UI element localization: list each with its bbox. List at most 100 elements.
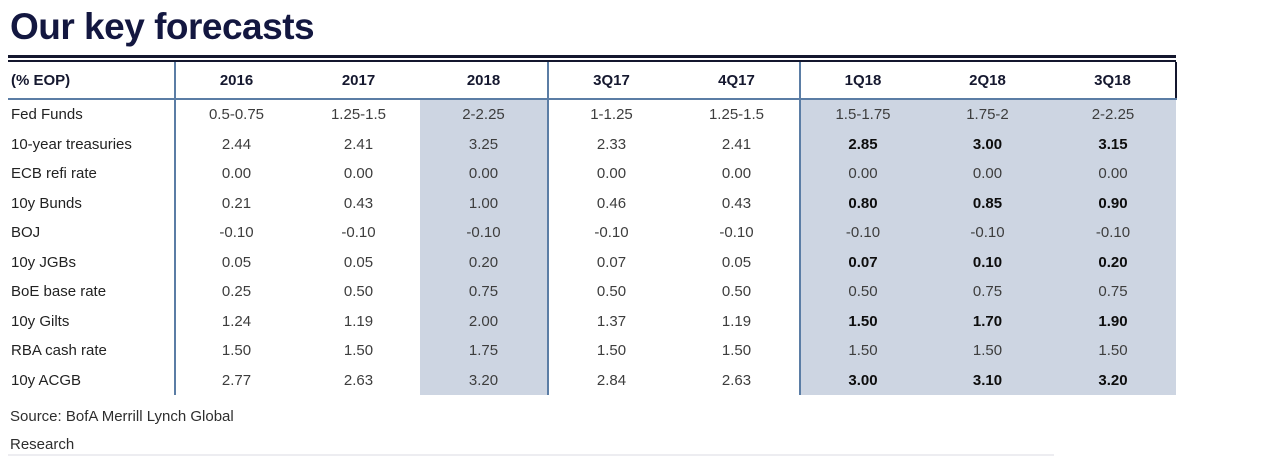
table-cell: 2-2.25 [420, 99, 549, 130]
table-cell: 3.00 [925, 129, 1050, 159]
table-cell: 2.77 [221, 371, 252, 389]
table-cell: 0.50 [800, 277, 925, 307]
table-cell: 2.41 [343, 135, 374, 153]
table-cell: 0.10 [925, 247, 1050, 277]
row-label: BOJ [8, 218, 176, 248]
table-cell: 1.50 [343, 342, 374, 360]
table-cell: 0.75 [1050, 277, 1176, 307]
row-label: BoE base rate [8, 277, 176, 307]
table-cell: 2.41 [674, 129, 801, 159]
page-title: Our key forecasts [10, 6, 315, 47]
table-cell: 1.19 [343, 312, 374, 330]
table-cell: 1.90 [1050, 306, 1176, 336]
table-cell: -0.10 [219, 224, 254, 242]
table-cell: 0.50 [596, 283, 627, 301]
bottom-divider [8, 454, 1054, 456]
table-cell: 2.84 [596, 371, 627, 389]
table-cell: -0.10 [674, 218, 801, 248]
table-cell: -0.10 [800, 218, 925, 248]
table-cell: 2.44 [221, 135, 252, 153]
table-cell: 1.50 [1050, 336, 1176, 366]
table-cell: 3.00 [800, 365, 925, 395]
table-row: Fed Funds 0.5-0.75 1.25-1.5 2-2.25 1-1.25 1.2… [8, 99, 1176, 130]
table-row: 10-year treasuries 2.44 2.41 3.25 2.33 2.41 2.… [8, 129, 1176, 159]
table-row: ECB refi rate 0.00 0.00 0.00 0.00 0.00 0.00 0.0… [8, 159, 1176, 189]
table-cell: 1.00 [420, 188, 549, 218]
table-header-row: (% EOP) 2016 2017 2018 3Q17 4Q17 1Q18 2Q18 3Q18 [8, 62, 1177, 100]
table-cell: 0.20 [1050, 247, 1176, 277]
table-cell: 2.85 [800, 129, 925, 159]
row-label: Fed Funds [8, 99, 176, 130]
table-cell: 0.00 [596, 165, 627, 183]
table-cell: 2.63 [343, 371, 374, 389]
table-cell: 0.00 [674, 159, 801, 189]
table-row: 10y Gilts 1.24 1.19 2.00 1.37 1.19 1.50 1.70 1.9… [8, 306, 1176, 336]
table-cell: 0.05 [221, 253, 252, 271]
table-cell: 1.25-1.5 [330, 106, 387, 124]
table-cell: 0.20 [420, 247, 549, 277]
table-row: 10y Bunds 0.21 0.43 1.00 0.46 0.43 0.80 0.85 0.9… [8, 188, 1176, 218]
table-cell: 1.5-1.75 [800, 99, 925, 130]
table-cell: 1.50 [800, 336, 925, 366]
forecast-table: (% EOP) 2016 2017 2018 3Q17 4Q17 1Q18 2Q18 3Q18 … [8, 55, 1177, 395]
table-cell: 2.63 [674, 365, 801, 395]
table-cell: 0.90 [1050, 188, 1176, 218]
table-cell: 1.70 [925, 306, 1050, 336]
table-row: BOJ -0.10 -0.10 -0.10 -0.10 -0.10 -0.10 -0.10 -0… [8, 218, 1176, 248]
table-cell: 1.50 [221, 342, 252, 360]
table-cell: 0.00 [420, 159, 549, 189]
table-cell: 0.46 [596, 194, 627, 212]
table-cell: 1.24 [221, 312, 252, 330]
table-cell: 1.25-1.5 [674, 99, 801, 130]
table-row: BoE base rate 0.25 0.50 0.75 0.50 0.50 0.50 0.7… [8, 277, 1176, 307]
table-row: RBA cash rate 1.50 1.50 1.75 1.50 1.50 1.50 1.5… [8, 336, 1176, 366]
header-cell-3q18: 3Q18 [1050, 62, 1177, 100]
table-cell: 0.43 [343, 194, 374, 212]
row-label: 10y ACGB [8, 365, 176, 395]
row-label: 10y Bunds [8, 188, 176, 218]
table-cell: 1.75-2 [925, 99, 1050, 130]
table-cell: 2-2.25 [1050, 99, 1176, 130]
table-cell: 0.50 [674, 277, 801, 307]
table-cell: 0.00 [925, 159, 1050, 189]
table-cell: 0.21 [221, 194, 252, 212]
header-cell-2018: 2018 [420, 62, 549, 100]
table-cell: -0.10 [420, 218, 549, 248]
table-cell: 0.05 [343, 253, 374, 271]
table-cell: 0.43 [674, 188, 801, 218]
table-cell: 0.00 [1050, 159, 1176, 189]
table-cell: -0.10 [1050, 218, 1176, 248]
table-cell: 0.00 [221, 165, 252, 183]
table-cell: 0.75 [925, 277, 1050, 307]
row-label: 10-year treasuries [8, 129, 176, 159]
table-cell: 0.75 [420, 277, 549, 307]
header-cell-4q17: 4Q17 [674, 62, 801, 100]
table-cell: 3.15 [1050, 129, 1176, 159]
header-cell-2q18: 2Q18 [925, 62, 1050, 100]
table-cell: 1.37 [596, 312, 627, 330]
forecast-data-table: (% EOP) 2016 2017 2018 3Q17 4Q17 1Q18 2Q18 3Q18 … [8, 62, 1177, 395]
row-label: ECB refi rate [8, 159, 176, 189]
table-top-double-rule [8, 55, 1176, 62]
source-note: Source: BofA Merrill Lynch Global Resear… [10, 403, 234, 458]
table-cell: 1.75 [420, 336, 549, 366]
row-label: RBA cash rate [8, 336, 176, 366]
table-cell: -0.10 [925, 218, 1050, 248]
header-cell-3q17: 3Q17 [548, 62, 674, 100]
header-cell-2016: 2016 [175, 62, 297, 100]
table-cell: 1-1.25 [590, 106, 633, 124]
source-line-2: Research [10, 436, 75, 453]
table-cell: 3.20 [420, 365, 549, 395]
table-cell: 0.25 [221, 283, 252, 301]
row-label: 10y Gilts [8, 306, 176, 336]
table-cell: 1.50 [925, 336, 1050, 366]
table-cell: 0.50 [343, 283, 374, 301]
table-row: 10y JGBs 0.05 0.05 0.20 0.07 0.05 0.07 0.10 0.20 [8, 247, 1176, 277]
table-cell: 2.00 [420, 306, 549, 336]
table-cell: 3.25 [420, 129, 549, 159]
table-cell: 1.50 [800, 306, 925, 336]
table-cell: 2.33 [596, 135, 627, 153]
source-line-1: Source: BofA Merrill Lynch Global [10, 408, 234, 425]
table-cell: 0.85 [925, 188, 1050, 218]
